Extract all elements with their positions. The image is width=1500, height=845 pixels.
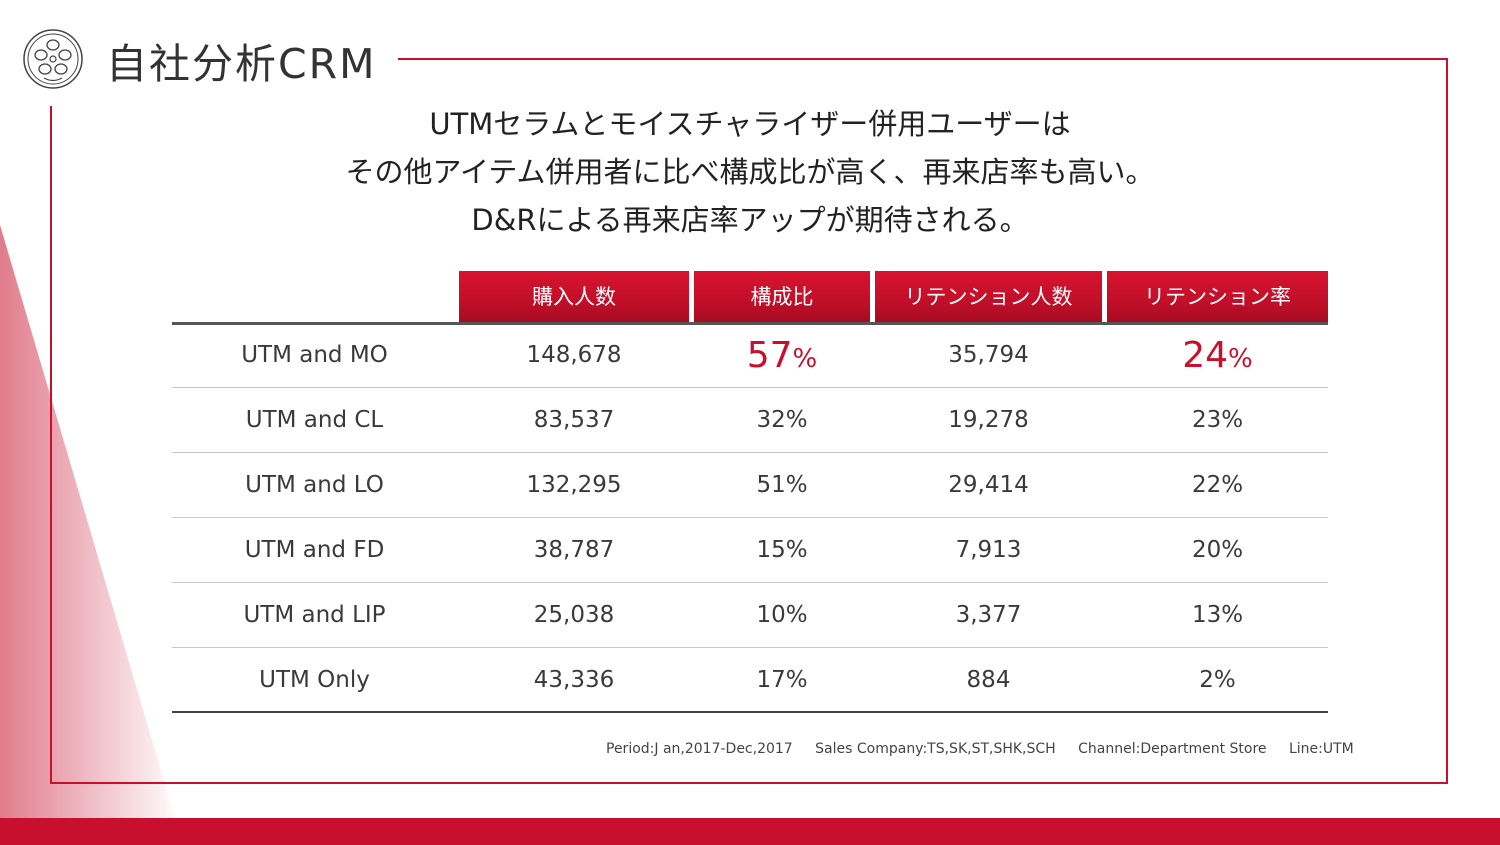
retention-rate-value: 2% bbox=[1199, 667, 1236, 693]
table-row: UTM and LIP 25,038 10% 3,377 13% bbox=[172, 583, 1328, 648]
row-label: UTM and LIP bbox=[243, 602, 386, 628]
table-row: UTM Only 43,336 17% 884 2% bbox=[172, 648, 1328, 713]
share-value: 32% bbox=[756, 407, 808, 433]
retained-value: 884 bbox=[966, 667, 1011, 693]
footnote-channel: Channel:Department Store bbox=[1078, 741, 1267, 757]
retention-unit: % bbox=[1228, 344, 1253, 374]
table-header-row: 購入人数 構成比 リテンション人数 リテンション率 bbox=[172, 271, 1328, 325]
retention-rate-highlight: 24% bbox=[1107, 323, 1328, 388]
share-value-highlight: 57% bbox=[694, 323, 870, 388]
title-mask bbox=[0, 20, 398, 106]
share-number: 57 bbox=[746, 335, 793, 376]
row-label: UTM and LO bbox=[245, 472, 384, 498]
content-frame bbox=[50, 58, 1448, 784]
retained-value: 7,913 bbox=[955, 537, 1022, 563]
retained-value: 3,377 bbox=[955, 602, 1022, 628]
bottom-accent-bar bbox=[0, 818, 1500, 845]
retention-rate-value: 13% bbox=[1191, 602, 1244, 628]
header-retention-rate: リテンション率 bbox=[1107, 271, 1328, 323]
headline-line-3: D&Rによる再来店率アップが期待される。 bbox=[471, 203, 1029, 237]
retention-rate-value: 23% bbox=[1191, 407, 1244, 433]
row-label: UTM and CL bbox=[245, 407, 384, 433]
header-divider bbox=[172, 322, 1328, 325]
share-value: 10% bbox=[756, 602, 808, 628]
header-retained: リテンション人数 bbox=[875, 271, 1102, 323]
share-value: 15% bbox=[756, 537, 808, 563]
header-buyers: 購入人数 bbox=[459, 271, 689, 323]
headline-line-2: その他アイテム併用者に比べ構成比が高く、再来店率も高い。 bbox=[345, 155, 1155, 189]
footnote: Period:J an,2017-Dec,2017 Sales Company:… bbox=[606, 741, 1372, 757]
retained-value: 35,794 bbox=[948, 342, 1029, 368]
footnote-period: Period:J an,2017-Dec,2017 bbox=[606, 741, 793, 757]
table-row: UTM and LO 132,295 51% 29,414 22% bbox=[172, 453, 1328, 518]
table-row: UTM and CL 83,537 32% 19,278 23% bbox=[172, 388, 1328, 453]
page-title: 自社分析CRM bbox=[106, 40, 377, 88]
retained-value: 29,414 bbox=[948, 472, 1029, 498]
table-row: UTM and FD 38,787 15% 7,913 20% bbox=[172, 518, 1328, 583]
row-label: UTM and FD bbox=[244, 537, 385, 563]
retention-rate-value: 22% bbox=[1191, 472, 1244, 498]
buyers-value: 38,787 bbox=[533, 537, 615, 563]
retained-value: 19,278 bbox=[948, 407, 1029, 433]
share-value: 51% bbox=[756, 472, 808, 498]
footnote-company: Sales Company:TS,SK,ST,SHK,SCH bbox=[815, 741, 1056, 757]
buyers-value: 25,038 bbox=[533, 602, 615, 628]
buyers-value: 132,295 bbox=[526, 472, 622, 498]
flower-emblem-icon bbox=[23, 29, 83, 89]
header-share: 構成比 bbox=[694, 271, 870, 323]
crm-table: 購入人数 構成比 リテンション人数 リテンション率 UTM and MO 148… bbox=[172, 271, 1328, 713]
headline: UTMセラムとモイスチャライザー併用ユーザーは その他アイテム併用者に比べ構成比… bbox=[150, 100, 1350, 244]
share-value: 17% bbox=[756, 667, 808, 693]
row-label: UTM Only bbox=[259, 667, 370, 693]
footnote-line: Line:UTM bbox=[1288, 741, 1354, 757]
headline-line-1: UTMセラムとモイスチャライザー併用ユーザーは bbox=[429, 107, 1071, 141]
table-row: UTM and MO 148,678 57% 35,794 24% bbox=[172, 323, 1328, 388]
buyers-value: 83,537 bbox=[533, 407, 615, 433]
row-label: UTM and MO bbox=[241, 342, 388, 368]
retention-number: 24 bbox=[1182, 335, 1229, 376]
buyers-value: 148,678 bbox=[526, 342, 622, 368]
share-unit: % bbox=[792, 344, 818, 374]
retention-rate-value: 20% bbox=[1191, 537, 1244, 563]
buyers-value: 43,336 bbox=[533, 667, 615, 693]
